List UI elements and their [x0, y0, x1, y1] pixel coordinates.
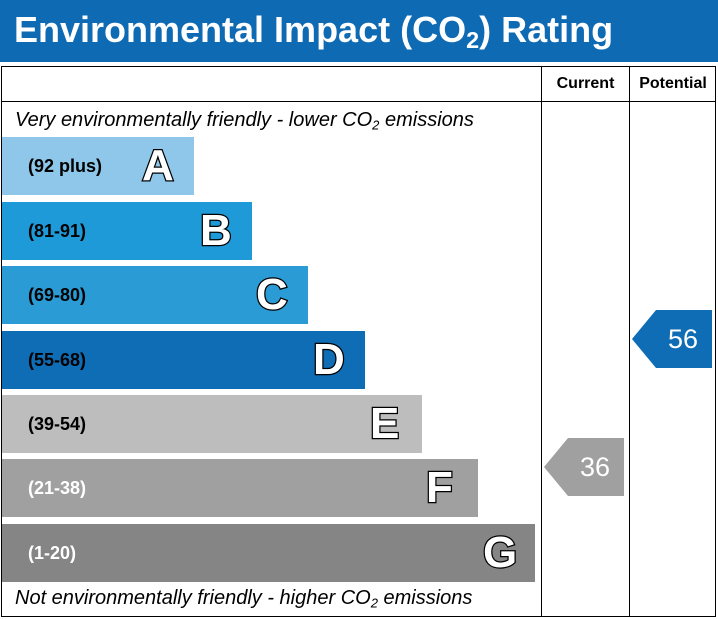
band-e: (39-54) E — [2, 395, 422, 453]
band-letter: D — [312, 334, 346, 386]
band-range-label: (21-38) — [28, 478, 87, 498]
band-g: (1-20) G — [2, 524, 535, 582]
rating-table-frame — [1, 66, 716, 617]
band-letter: F — [425, 462, 454, 514]
header-divider — [1, 101, 716, 102]
column-divider — [629, 66, 630, 617]
band-range-label: (92 plus) — [28, 156, 103, 176]
band-range-label: (39-54) — [28, 414, 87, 434]
page-title: Environmental Impact (CO2) Rating — [14, 9, 614, 53]
bottom-caption: Not environmentally friendly - higher CO… — [15, 587, 473, 611]
top-caption: Very environmentally friendly - lower CO… — [15, 109, 474, 133]
column-divider — [541, 66, 542, 617]
potential-rating-arrow-shape — [632, 310, 712, 368]
band-letter: E — [369, 398, 401, 450]
current-rating-arrow: 36 — [544, 438, 624, 496]
band-range-label: (55-68) — [28, 350, 87, 370]
potential-column-header: Potential — [639, 75, 707, 92]
current-rating-arrow-shape — [544, 438, 624, 496]
band-d: (55-68) D — [2, 331, 365, 389]
band-f: (21-38) F — [2, 459, 478, 517]
potential-rating-arrow-value: 56 — [667, 324, 699, 354]
current-column-header: Current — [556, 75, 615, 92]
band-letter: C — [255, 269, 289, 321]
potential-rating-arrow: 56 — [632, 310, 712, 368]
current-rating-arrow-value: 36 — [579, 452, 611, 482]
band-c: (69-80) C — [2, 266, 308, 324]
band-letter: G — [482, 527, 519, 579]
band-range-label: (1-20) — [28, 543, 77, 563]
band-b: (81-91) B — [2, 202, 252, 260]
potential-rating-arrow-pointer — [632, 310, 712, 368]
title-bar: Environmental Impact (CO2) Rating — [0, 0, 718, 62]
band-range-label: (69-80) — [28, 285, 87, 305]
band-range-label: (81-91) — [28, 221, 87, 241]
band-letter: B — [199, 205, 233, 257]
band-letter: A — [141, 140, 175, 192]
band-a: (92 plus) A — [2, 137, 194, 195]
current-rating-arrow-pointer — [544, 438, 624, 496]
